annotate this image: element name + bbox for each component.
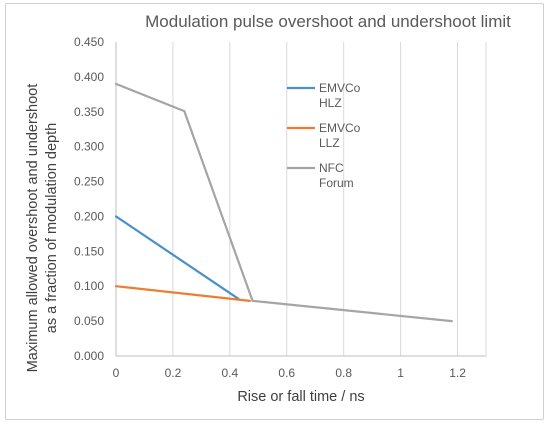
y-tick-label: 0.200 — [74, 209, 104, 223]
series-line-nfc-forum — [114, 82, 453, 323]
chart-frame — [5, 3, 544, 420]
y-tick-label: 0.400 — [74, 70, 104, 84]
axes — [115, 42, 486, 357]
y-tick-label: 0.050 — [74, 314, 104, 328]
x-tick-labels: 0 0.2 0.4 0.6 0.8 1 1.2 — [113, 366, 467, 380]
x-tick-label: 0 — [113, 366, 120, 380]
x-tick-label: 0.4 — [222, 366, 239, 380]
legend-label: LLZ — [319, 136, 340, 150]
x-tick-label: 1.2 — [449, 366, 466, 380]
y-tick-label: 0.450 — [74, 35, 104, 49]
x-tick-label: 0.8 — [335, 366, 352, 380]
y-tick-label: 0.350 — [74, 105, 104, 119]
chart-title: Modulation pulse overshoot and undershoo… — [145, 12, 511, 31]
legend-label: EMVCo — [319, 121, 361, 135]
legend-label: NFC — [319, 161, 344, 175]
legend-label: HLZ — [319, 96, 342, 110]
series-line-emvco-llz — [114, 285, 251, 302]
gridlines — [172, 42, 487, 356]
x-axis-label: Rise or fall time / ns — [237, 389, 364, 405]
legend-label: Forum — [319, 176, 354, 190]
y-tick-label: 0.150 — [74, 244, 104, 258]
y-tick-label: 0.250 — [74, 175, 104, 189]
series-lines — [114, 82, 453, 323]
y-axis-label: Maximum allowed overshoot and undershoot… — [25, 84, 60, 373]
y-axis-label-line-2: as a fraction of modulation depth — [44, 123, 60, 333]
x-tick-label: 0.6 — [278, 366, 295, 380]
x-tick-label: 1 — [397, 366, 404, 380]
x-tick-label: 0.2 — [165, 366, 182, 380]
y-axis-label-line-1: Maximum allowed overshoot and undershoot — [25, 84, 41, 373]
y-tick-label: 0.300 — [74, 140, 104, 154]
y-tick-labels: 0.000 0.050 0.100 0.150 0.200 0.250 0.300 0.350… — [74, 35, 104, 363]
legend-label: EMVCo — [319, 81, 361, 95]
y-tick-label: 0.000 — [74, 349, 104, 363]
y-tick-label: 0.100 — [74, 279, 104, 293]
series-line-emvco-hlz — [114, 215, 240, 300]
